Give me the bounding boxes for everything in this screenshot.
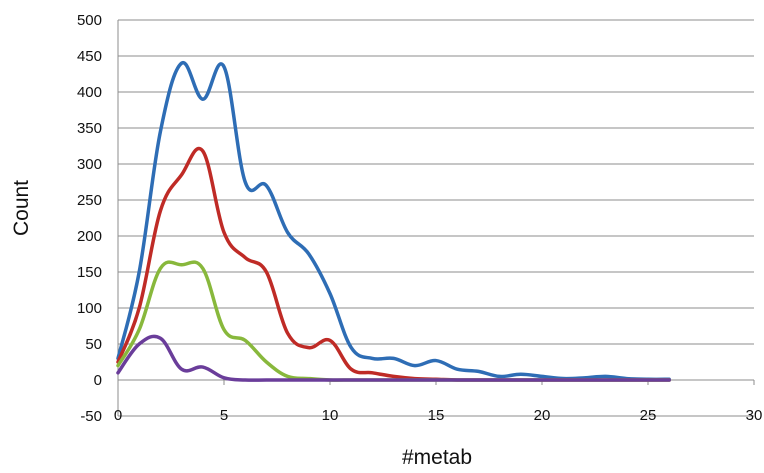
x-tick-label: 25: [640, 407, 657, 424]
y-tick-label: 250: [77, 192, 102, 209]
y-tick-label: 500: [77, 12, 102, 29]
y-tick-label: 0: [94, 372, 102, 389]
x-tick-label: 30: [746, 407, 763, 424]
x-tick-label: 10: [322, 407, 339, 424]
tick-layer: -50 0 50 100 150 200 250 300 350 400 450 500 0 5 10 15 2…: [77, 12, 762, 425]
y-tick-label: 300: [77, 156, 102, 173]
x-tick-label: 20: [534, 407, 551, 424]
y-tick-label: 50: [85, 336, 102, 353]
y-tick-label: 200: [77, 228, 102, 245]
x-tick-label: 0: [114, 407, 122, 424]
x-axis-label: #metab: [402, 446, 472, 469]
grid-layer: [118, 19, 754, 417]
x-tick-label: 5: [220, 407, 228, 424]
y-tick-label: 400: [77, 84, 102, 101]
y-tick-label: -50: [80, 408, 102, 425]
y-tick-label: 100: [77, 300, 102, 317]
y-tick-label: 350: [77, 120, 102, 137]
y-axis-label: Count: [10, 180, 33, 236]
series-layer: [116, 61, 671, 382]
x-tick-label: 15: [428, 407, 445, 424]
y-tick-label: 150: [77, 264, 102, 281]
y-tick-label: 450: [77, 48, 102, 65]
series-line-4: [116, 334, 671, 382]
